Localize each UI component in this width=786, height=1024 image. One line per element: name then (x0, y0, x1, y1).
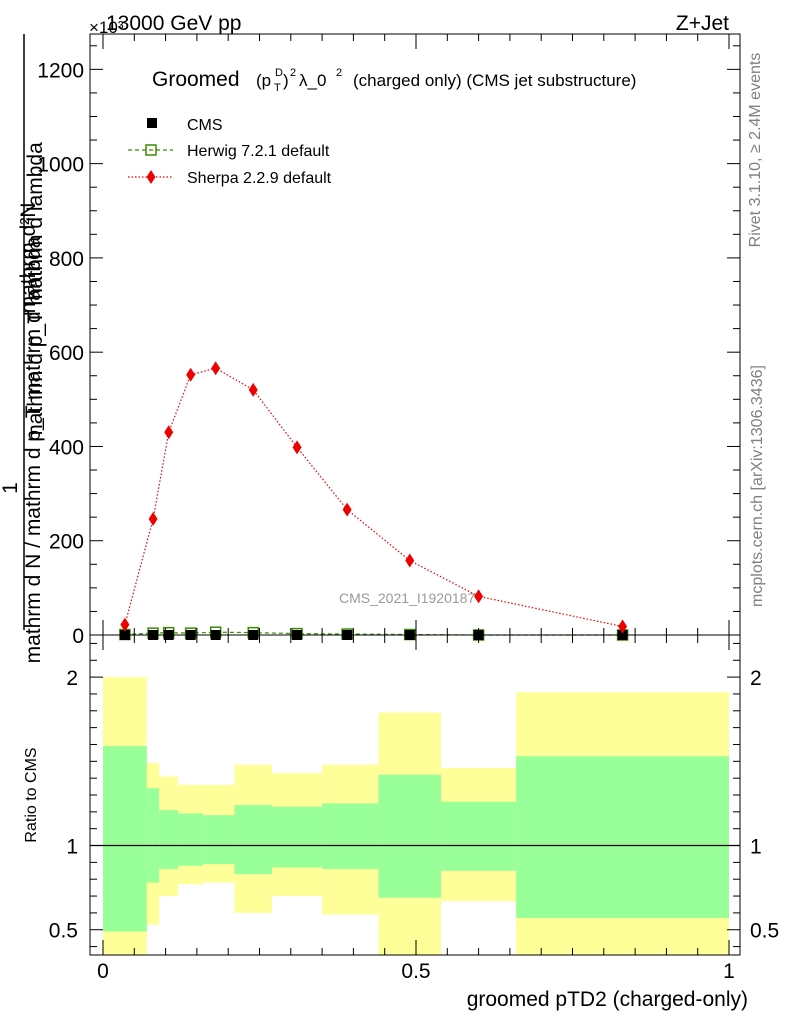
main-y-axis-label: mathrm d²N mathrm d p_T mathrm d lambda … (0, 34, 47, 663)
sherpa-point (211, 361, 221, 376)
plot-title-lambda: λ_0 (299, 71, 326, 90)
ratio-stat-band (203, 815, 235, 865)
legend-cms-label: CMS (187, 117, 223, 134)
x-tick-label: 0 (97, 960, 109, 983)
plot-title-pt: (p T D ) 2 (256, 67, 296, 94)
ratio-y-axis-label: Ratio to CMS (23, 747, 40, 842)
main-y-tick-label: 600 (49, 342, 84, 365)
svg-text:D: D (275, 67, 283, 79)
ratio-stat-band (178, 813, 204, 866)
x-tick-label: 0.5 (401, 960, 430, 983)
sherpa-point (186, 367, 196, 382)
legend-herwig-label: Herwig 7.2.1 default (187, 143, 330, 160)
main-y-tick-label: 1000 (37, 154, 84, 177)
sherpa-line (124, 367, 623, 628)
y-label-top: mathrm d²N (17, 203, 40, 314)
sherpa-point (120, 617, 130, 632)
ratio-stat-band (441, 801, 517, 871)
sherpa-point (342, 502, 352, 517)
legend-sherpa-label: Sherpa 2.2.9 default (187, 170, 332, 187)
analysis-watermark: CMS_2021_I1920187 (339, 590, 475, 606)
rivet-version-label: Rivet 3.1.10, ≥ 2.4M events (747, 53, 764, 248)
x-axis-label: groomed pTD2 (charged-only) (467, 988, 748, 1011)
y-label-bottom: mathrm d N / mathrm d p_T mathrm d lambd… (22, 236, 45, 663)
ratio-y-tick-label: 1 (66, 836, 78, 859)
ratio-y-tick-label: 2 (66, 667, 78, 690)
ratio-stat-band (159, 810, 179, 870)
ratio-stat-band (322, 803, 379, 870)
ratio-stat-band (516, 756, 729, 918)
plot-title-exponent: 2 (336, 67, 342, 79)
svg-text:(p: (p (256, 71, 271, 90)
ratio-y-tick-label-right: 1 (750, 836, 762, 859)
ratio-y-tick-label-right: 0.5 (750, 920, 779, 943)
ratio-stat-band (378, 774, 442, 898)
main-y-tick-label: 1200 (37, 59, 84, 82)
ratio-stat-band (103, 746, 147, 932)
svg-text:): ) (283, 71, 289, 90)
main-y-tick-label: 200 (49, 531, 84, 554)
ratio-stat-band (234, 805, 273, 875)
ratio-y-tick-label: 0.5 (49, 920, 78, 943)
y-label-mid: mathrm d p_T mathrm d lambda (24, 142, 47, 442)
y-label-one: 1 (0, 482, 22, 494)
main-y-tick-label: 800 (49, 248, 84, 271)
ratio-stat-band (272, 806, 323, 868)
sherpa-point (618, 619, 628, 634)
energy-label: 13000 GeV pp (106, 12, 241, 35)
svg-text:2: 2 (290, 67, 296, 79)
plot-title-main: Groomed (152, 68, 240, 91)
legend-sherpa-marker (146, 170, 156, 184)
legend: CMS Herwig 7.2.1 default Sherpa 2.2.9 de… (128, 117, 332, 187)
ratio-y-tick-label-right: 2 (750, 667, 762, 690)
main-y-tick-label: 0 (72, 625, 84, 648)
process-label: Z+Jet (676, 12, 729, 35)
svg-text:T: T (274, 82, 281, 94)
y-multiplier: ×10³ (89, 18, 124, 37)
x-tick-label: 1 (723, 960, 735, 983)
legend-herwig-marker (145, 144, 157, 156)
sherpa-point (292, 440, 302, 455)
sherpa-point (148, 512, 158, 527)
ratio-stat-band (146, 788, 160, 883)
sherpa-point (474, 589, 484, 604)
legend-cms-marker (147, 118, 157, 128)
sherpa-point (405, 553, 415, 568)
plot-title-rest: (charged only) (CMS jet substructure) (353, 71, 636, 90)
sherpa-point (164, 425, 174, 440)
main-y-tick-label: 400 (49, 436, 84, 459)
mcplots-reference-label: mcplots.cern.ch [arXiv:1306.3436] (749, 365, 766, 607)
sherpa-point (248, 382, 258, 397)
